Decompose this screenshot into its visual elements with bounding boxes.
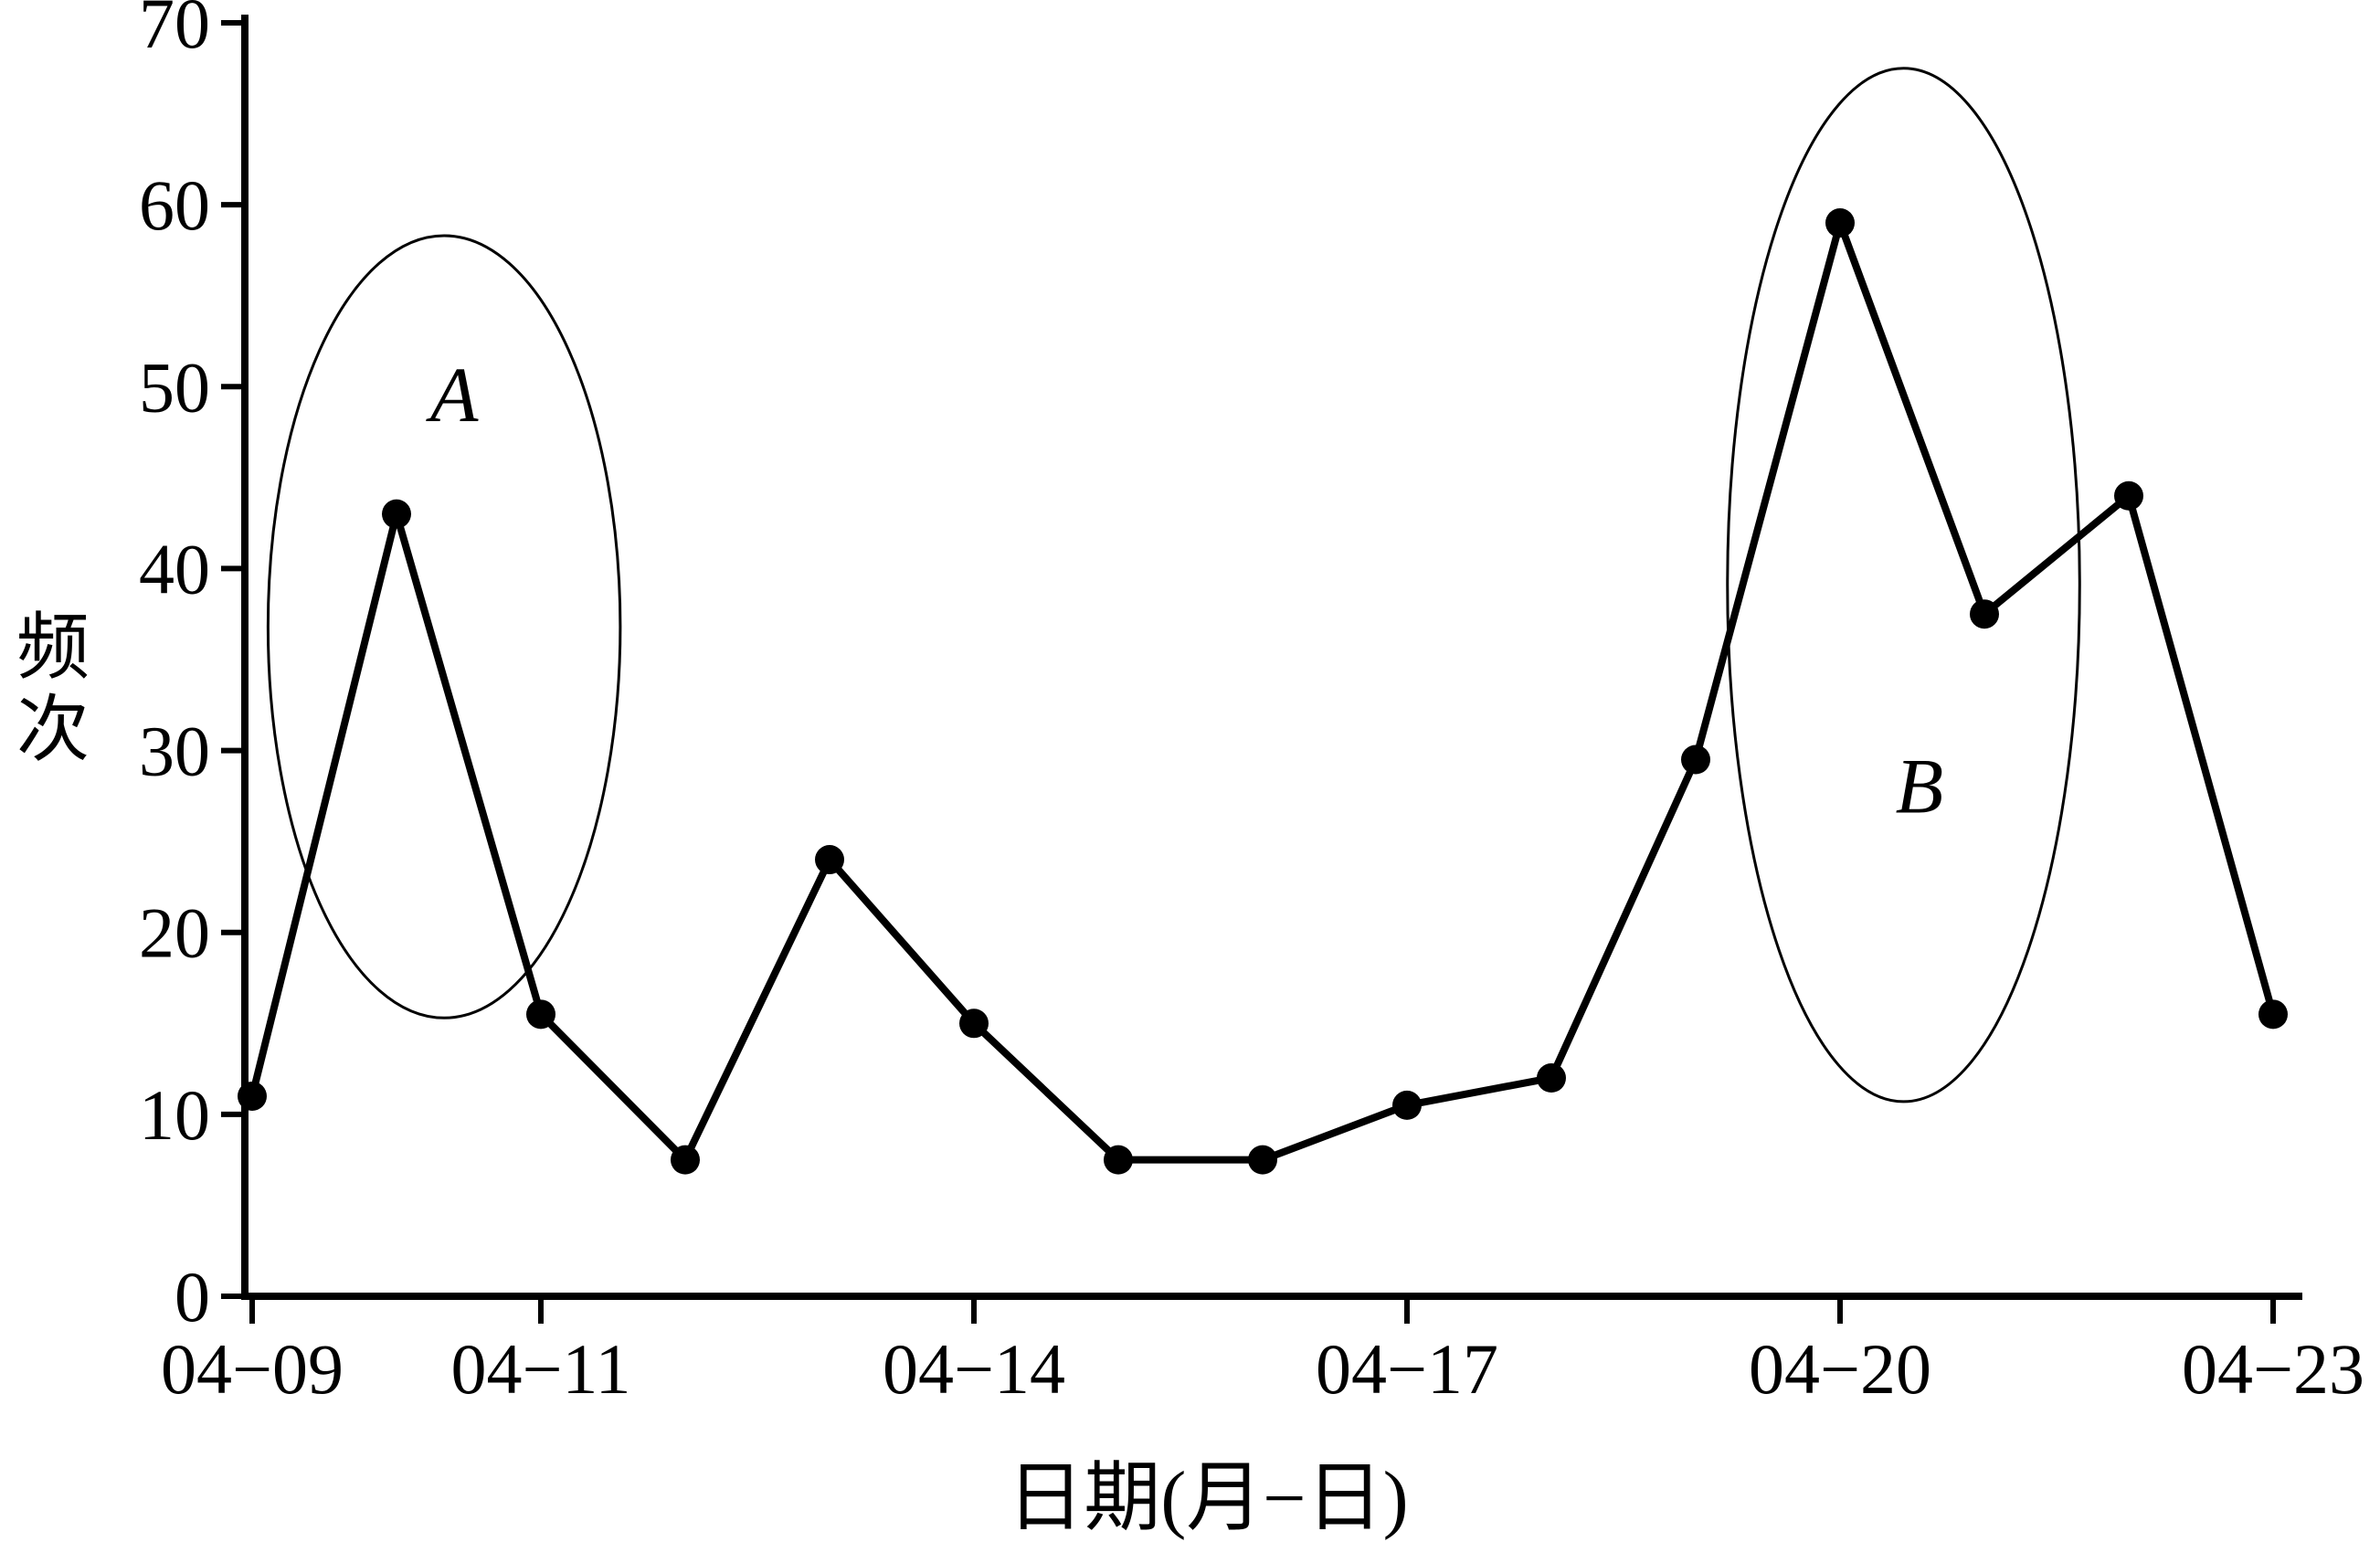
y-axis-title-char: 次 [16,691,90,771]
data-point [1392,1090,1422,1120]
data-point [526,999,555,1030]
data-point [2258,999,2288,1030]
data-point [238,1081,267,1111]
data-point [2114,481,2143,511]
y-tick-label: 20 [139,893,210,973]
y-axis-title: 频次 [16,608,90,771]
y-tick-label: 60 [139,165,210,245]
x-tick-label: 04−14 [883,1329,1065,1409]
x-tick-label: 04−17 [1316,1329,1498,1409]
data-point [382,499,411,529]
data-line [249,219,2277,1164]
data-point [671,1145,700,1175]
y-tick-label: 10 [139,1075,210,1155]
annotation-label: B [1896,742,1944,829]
y-tick-label: 50 [139,347,210,427]
y-tick-label: 0 [175,1257,210,1336]
data-point [1537,1063,1566,1093]
data-point [1248,1145,1277,1175]
x-tick-label: 04−20 [1749,1329,1931,1409]
data-point [1825,208,1855,238]
data-point [1970,599,1999,629]
x-tick-label: 04−11 [450,1329,630,1409]
annotation-label: A [426,351,479,438]
x-axis-title: 日期(月−日) [1007,1456,1408,1541]
data-point [815,845,844,875]
chart-generated-layer: 0 10 20 30 40 50 60 70 04−09 04−11 04−14 04−17 04−20… [139,0,2364,1409]
y-tick-label: 40 [139,529,210,608]
data-point [1104,1145,1133,1175]
x-tick-label: 04−23 [2182,1329,2364,1409]
y-tick-label: 30 [139,712,210,791]
y-tick-label: 70 [139,0,210,63]
x-tick-label: 04−09 [161,1329,344,1409]
annotation-ellipse [1726,67,2081,1104]
data-point [959,1009,989,1039]
annotation-ellipse [266,234,622,1019]
y-axis-title-char: 频 [16,608,90,689]
data-point [1681,745,1710,775]
